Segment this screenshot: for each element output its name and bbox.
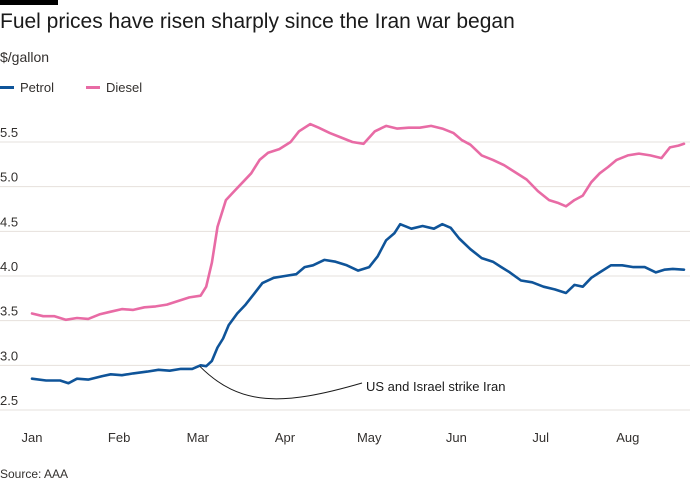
source-note: Source: AAA xyxy=(0,467,69,481)
x-tick-label-mar: Mar xyxy=(187,430,210,445)
legend-label-diesel: Diesel xyxy=(105,80,143,95)
legend: Petrol Diesel xyxy=(0,80,142,95)
y-axis-unit-label: $/gallon xyxy=(0,49,50,65)
legend-swatch-diesel xyxy=(85,86,100,89)
legend-swatch-petrol xyxy=(0,86,14,89)
y-tick-label: 4.0 xyxy=(0,259,18,274)
y-tick-label: 3.5 xyxy=(0,304,18,319)
x-tick-label-may: May xyxy=(357,430,382,445)
legend-item-diesel: Diesel xyxy=(85,80,143,95)
annotation-label: US and Israel strike Iran xyxy=(366,379,505,394)
series-line-diesel xyxy=(30,122,686,322)
y-tick-label: 2.5 xyxy=(0,393,18,408)
y-tick-label: 5.0 xyxy=(0,170,18,185)
x-tick-label-jun: Jun xyxy=(446,430,467,445)
chart-title: Fuel prices have risen sharply since the… xyxy=(0,10,515,33)
x-tick-label-aug: Aug xyxy=(616,430,639,445)
y-tick-label: 5.5 xyxy=(0,125,18,140)
brand-topbar xyxy=(0,0,58,5)
annotation-connector xyxy=(199,365,363,400)
series-line-petrol xyxy=(30,222,686,385)
x-tick-label-feb: Feb xyxy=(108,430,130,445)
x-tick-label-jan: Jan xyxy=(22,430,43,445)
y-tick-label: 3.0 xyxy=(0,348,18,363)
x-tick-label-jul: Jul xyxy=(532,430,549,445)
legend-label-petrol: Petrol xyxy=(20,80,54,95)
x-tick-label-apr: Apr xyxy=(275,430,296,445)
legend-item-petrol: Petrol xyxy=(0,80,54,95)
y-tick-label: 4.5 xyxy=(0,214,18,229)
